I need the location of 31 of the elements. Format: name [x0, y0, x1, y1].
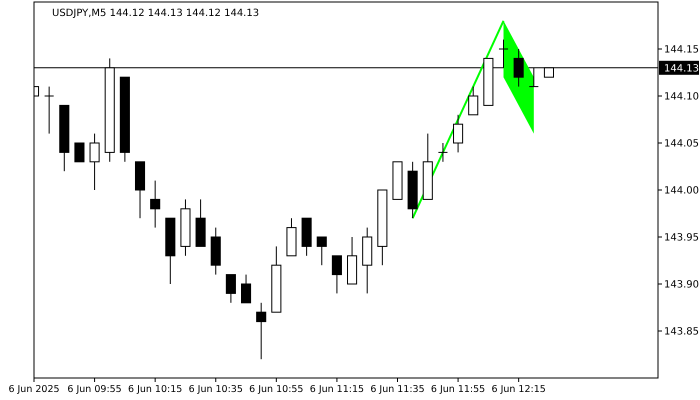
x-tick-label: 6 Jun 10:55 [249, 384, 304, 395]
text: USDJPY,M5 144.12 144.13 144.12 144.13 [52, 8, 260, 19]
x-tick-label: 6 Jun 09:55 [67, 384, 122, 395]
y-tick-label: 144.10 [664, 92, 699, 102]
candlestick [44, 86, 54, 134]
y-tick-label: 144.00 [664, 186, 699, 196]
y-tick-label: 143.90 [664, 280, 699, 290]
x-tick-label: 6 Jun 11:15 [310, 384, 364, 395]
candlestick [514, 48, 524, 88]
x-tick-label: 6 Jun 12:15 [492, 384, 546, 395]
x-tick-label: 6 Jun 10:15 [128, 384, 182, 395]
candlestick [316, 236, 327, 266]
x-tick-label: 6 Jun 2025 [8, 384, 60, 395]
y-tick-label: 144.15 [664, 44, 699, 56]
y-tick-label: 143.95 [664, 232, 699, 244]
y-tick-label: 143.85 [664, 326, 699, 338]
candlestick [438, 142, 448, 162]
candlestick [240, 274, 252, 304]
y-tick-label: 144.05 [664, 138, 699, 150]
candlestick [453, 114, 464, 153]
x-tick-label: 6 Jun 11:35 [370, 384, 425, 395]
candlestick [226, 274, 236, 304]
candlestick [150, 180, 160, 228]
ref-line-label: 144.13 [664, 63, 699, 74]
x-tick-label: 6 Jun 11:55 [430, 384, 486, 395]
candlestick [90, 133, 100, 190]
x-tick-label: 6 Jun 10:35 [188, 384, 243, 395]
candlestick [74, 142, 84, 162]
candlestick [332, 255, 342, 294]
candlestick [256, 302, 266, 360]
candlestick [468, 86, 478, 116]
